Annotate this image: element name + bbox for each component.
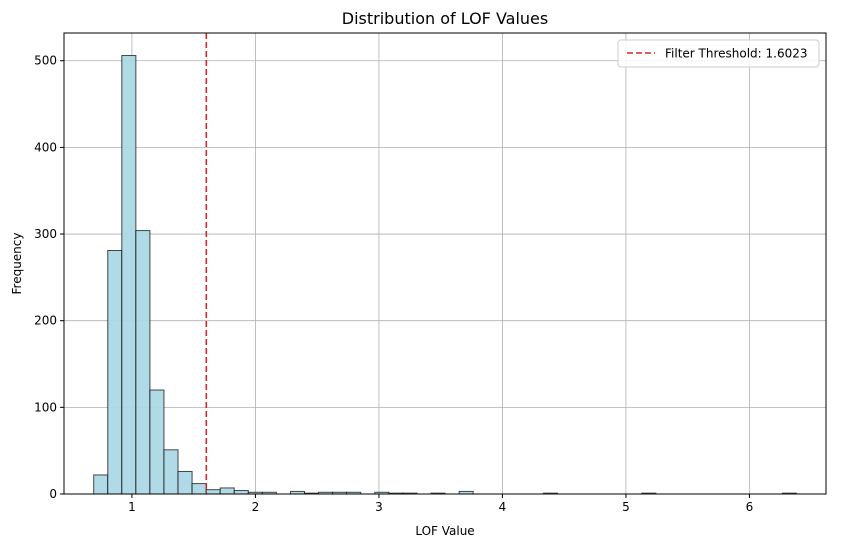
y-tick-label: 300 [34,227,57,241]
y-tick-label: 0 [49,487,57,501]
x-tick-label: 2 [252,500,260,514]
histogram-bar [205,489,221,495]
y-axis-ticks: 0 100 200 300 400 500 [34,54,64,501]
histogram-bar [163,449,179,495]
y-tick-label: 200 [34,314,57,328]
x-tick-label: 1 [128,500,136,514]
x-tick-label: 4 [499,500,507,514]
histogram-bar [149,389,165,495]
legend: Filter Threshold: 1.6023 [617,39,820,68]
legend-threshold-label: Filter Threshold: 1.6023 [665,47,808,61]
x-axis-label: LOF Value [415,524,474,538]
plot-frame [63,32,827,495]
y-tick-label: 400 [34,140,57,154]
histogram-bar [93,474,109,495]
legend-box [617,39,820,68]
x-tick-label: 3 [375,500,383,514]
histogram-bar [219,487,235,495]
histogram-bar [233,490,249,495]
chart-title: Distribution of LOF Values [342,9,548,28]
histogram-bar [135,230,151,495]
histogram-bar [121,55,137,495]
histogram-bars [93,55,797,495]
y-axis-label: Frequency [10,233,24,295]
y-tick-label: 100 [34,400,57,414]
y-tick-label: 500 [34,54,57,68]
x-tick-label: 6 [746,500,754,514]
histogram-bar [191,483,207,495]
histogram-bar [177,470,193,495]
x-tick-label: 5 [622,500,630,514]
histogram-bar [107,250,123,495]
x-axis-ticks: 1 2 3 4 5 6 [128,494,753,514]
